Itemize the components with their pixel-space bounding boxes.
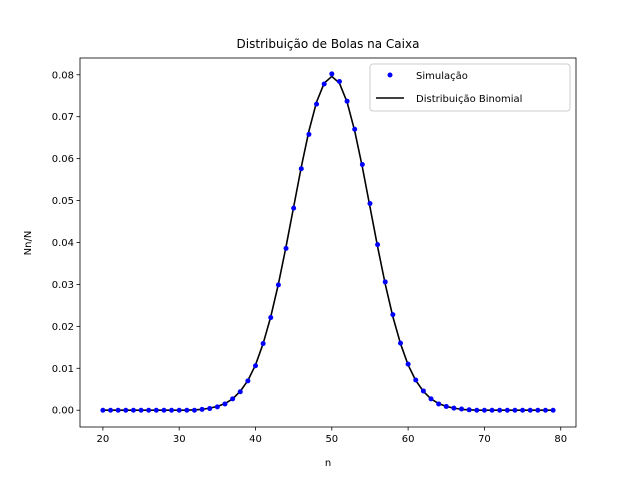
data-point xyxy=(535,407,541,413)
y-tick-label: 0.05 xyxy=(52,196,74,207)
data-point xyxy=(207,406,213,412)
data-point xyxy=(161,407,167,413)
data-point xyxy=(420,388,426,394)
plot-background xyxy=(80,58,576,427)
y-tick-label: 0.00 xyxy=(52,406,74,417)
x-tick-label: 70 xyxy=(478,434,491,445)
data-point xyxy=(214,404,220,410)
data-point xyxy=(169,407,175,413)
data-point xyxy=(375,242,381,248)
data-point xyxy=(550,407,556,413)
data-point xyxy=(146,407,152,413)
data-point xyxy=(405,361,411,367)
legend-label-binomial: Distribuição Binomial xyxy=(416,94,522,105)
data-point xyxy=(474,407,480,413)
legend-box xyxy=(369,63,571,112)
x-tick-label: 20 xyxy=(97,434,110,445)
data-point xyxy=(245,378,251,384)
data-point xyxy=(413,377,419,383)
data-point xyxy=(451,405,457,411)
data-point xyxy=(314,101,320,107)
legend-marker-simulacao xyxy=(387,72,393,78)
data-point xyxy=(504,407,510,413)
data-point xyxy=(512,407,518,413)
y-axis-label: Nn/N xyxy=(23,231,34,256)
y-tick-label: 0.06 xyxy=(52,154,74,165)
data-point xyxy=(428,396,434,402)
data-point xyxy=(138,407,144,413)
y-tick-label: 0.04 xyxy=(52,238,74,249)
x-tick-label: 50 xyxy=(325,434,338,445)
data-point xyxy=(390,312,396,318)
data-point xyxy=(367,201,373,206)
data-point xyxy=(489,407,495,413)
y-tick-label: 0.03 xyxy=(52,280,74,291)
y-tick-label: 0.01 xyxy=(52,364,74,375)
chart-title: Distribuição de Bolas na Caixa xyxy=(237,37,420,51)
data-point xyxy=(443,403,449,409)
data-point xyxy=(275,282,281,288)
y-axis: 0.00 0.01 0.02 0.03 0.04 0.05 0.06 0.07 0.08 xyxy=(52,70,80,417)
data-point xyxy=(184,407,190,413)
data-point xyxy=(108,407,114,413)
data-point xyxy=(436,401,442,407)
data-point xyxy=(283,245,289,251)
x-axis: 20 30 40 50 60 70 80 xyxy=(97,427,567,445)
data-point xyxy=(100,407,106,413)
data-point xyxy=(329,71,335,77)
data-point xyxy=(237,389,243,395)
y-tick-label: 0.07 xyxy=(52,112,74,123)
x-tick-label: 30 xyxy=(173,434,186,445)
data-point xyxy=(130,407,136,413)
data-point xyxy=(397,340,403,346)
legend-label-simulacao: Simulação xyxy=(416,71,468,82)
data-point xyxy=(199,406,205,412)
data-point xyxy=(359,162,365,168)
data-point xyxy=(344,98,350,104)
data-point xyxy=(321,81,327,87)
data-point xyxy=(459,406,465,412)
data-point xyxy=(352,126,358,132)
x-tick-label: 60 xyxy=(402,434,415,445)
data-point xyxy=(520,407,526,413)
data-point xyxy=(115,407,121,413)
data-point xyxy=(298,166,304,172)
data-point xyxy=(306,131,312,137)
y-tick-label: 0.02 xyxy=(52,322,74,333)
data-point xyxy=(191,407,197,413)
legend: Simulação Distribuição Binomial xyxy=(369,63,571,112)
y-tick-label: 0.08 xyxy=(52,70,74,81)
data-point xyxy=(268,315,274,321)
data-point xyxy=(336,78,342,84)
data-point xyxy=(382,279,388,285)
data-point xyxy=(542,407,548,413)
x-axis-label: n xyxy=(325,458,331,469)
data-point xyxy=(260,341,266,347)
data-point xyxy=(481,407,487,413)
data-point xyxy=(497,407,503,413)
x-tick-label: 40 xyxy=(249,434,262,445)
data-point xyxy=(153,407,159,413)
x-tick-label: 80 xyxy=(554,434,567,445)
data-point xyxy=(527,407,533,413)
data-point xyxy=(176,407,182,413)
data-point xyxy=(123,407,129,413)
data-point xyxy=(253,363,259,369)
data-point xyxy=(466,407,472,413)
data-point xyxy=(230,396,236,402)
data-point xyxy=(222,401,228,407)
data-point xyxy=(291,205,297,211)
plot-area xyxy=(79,57,577,428)
